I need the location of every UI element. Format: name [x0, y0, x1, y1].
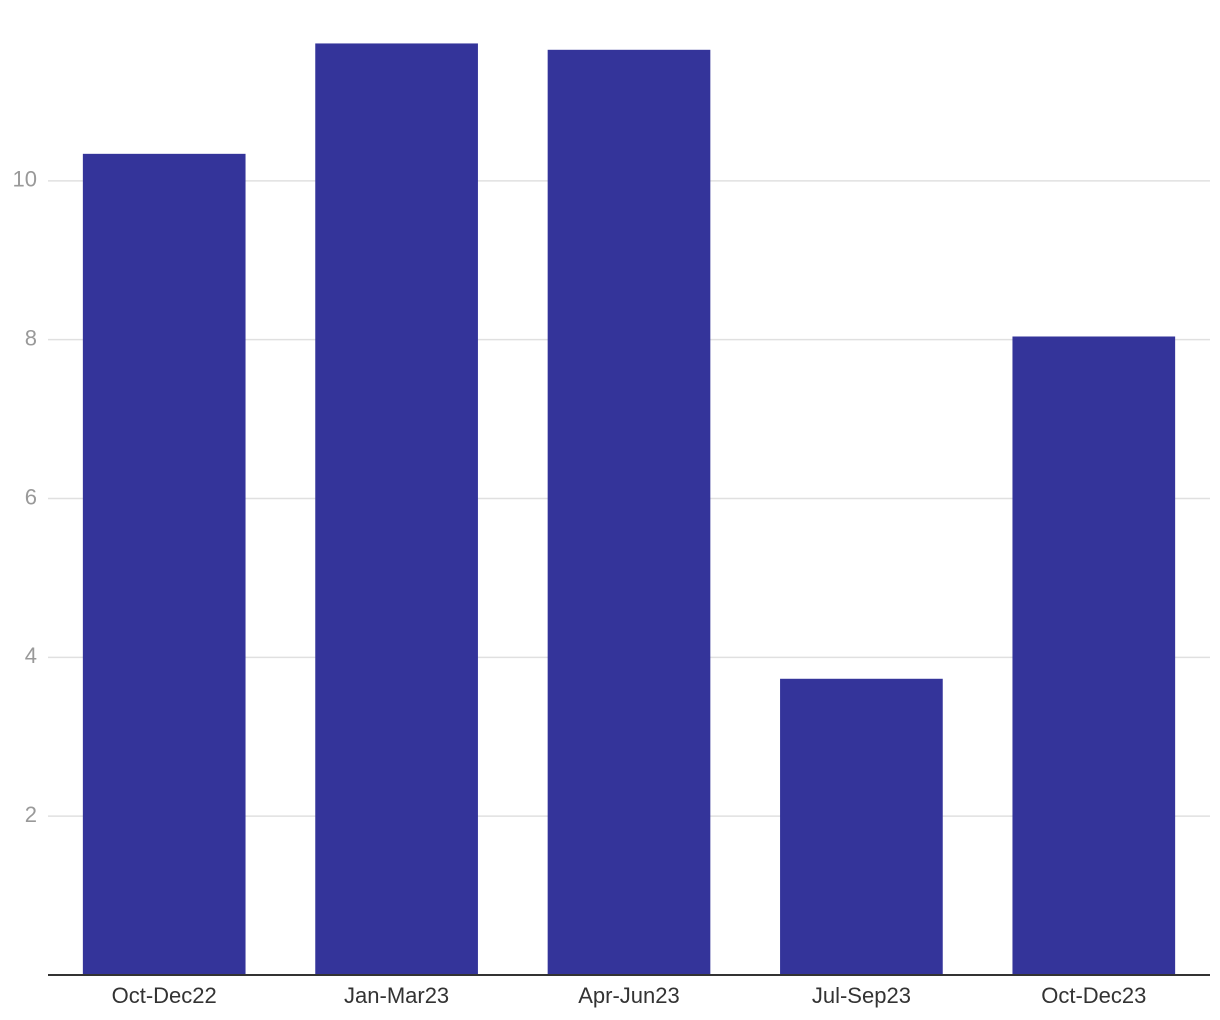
x-tick-label: Oct-Dec22 [112, 983, 217, 1008]
y-tick-label: 8 [25, 325, 37, 350]
x-tick-label: Apr-Jun23 [578, 983, 680, 1008]
y-tick-label: 6 [25, 484, 37, 509]
bar [82, 153, 246, 975]
bar [315, 43, 478, 975]
y-tick-label: 10 [13, 167, 37, 192]
bar [1012, 336, 1176, 975]
x-tick-label: Jan-Mar23 [344, 983, 449, 1008]
x-tick-label: Oct-Dec23 [1041, 983, 1146, 1008]
y-tick-label: 2 [25, 802, 37, 827]
bar [547, 49, 711, 975]
x-tick-label: Jul-Sep23 [812, 983, 911, 1008]
bar [780, 678, 943, 975]
y-tick-label: 4 [25, 643, 37, 668]
